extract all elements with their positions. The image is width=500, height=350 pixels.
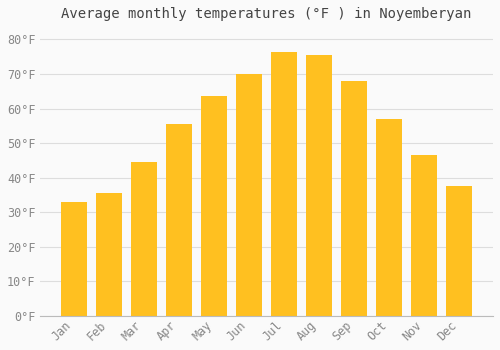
- Bar: [446, 186, 472, 316]
- Bar: [306, 55, 332, 316]
- Bar: [131, 162, 157, 316]
- Bar: [201, 97, 228, 316]
- Bar: [376, 119, 402, 316]
- Bar: [271, 51, 297, 316]
- Bar: [61, 202, 87, 316]
- Bar: [341, 81, 367, 316]
- Bar: [96, 193, 122, 316]
- Title: Average monthly temperatures (°F ) in Noyemberyan: Average monthly temperatures (°F ) in No…: [62, 7, 472, 21]
- Bar: [411, 155, 438, 316]
- Bar: [236, 74, 262, 316]
- Bar: [166, 124, 192, 316]
